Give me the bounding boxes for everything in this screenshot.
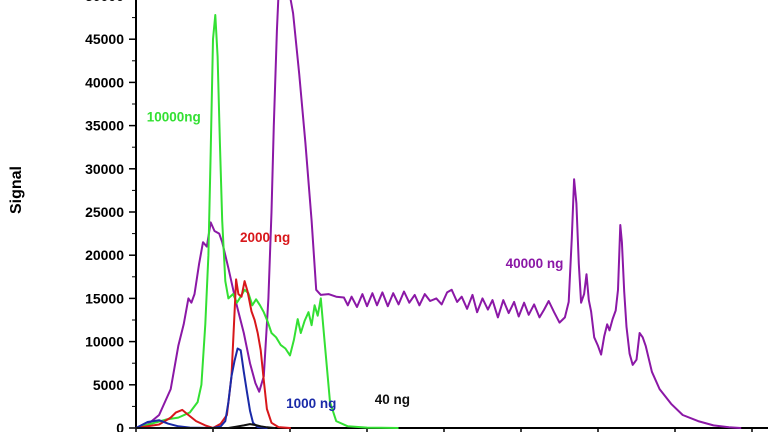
y-axis-title: Signal bbox=[8, 166, 25, 214]
y-axis: 0 5000 10000 15000 20000 25000 30000 35000 40000… bbox=[85, 0, 137, 432]
y-tick-label: 10000 bbox=[85, 334, 124, 350]
series-label: 40000 ng bbox=[506, 256, 564, 271]
y-tick-label: 5000 bbox=[93, 377, 124, 393]
series-label: 10000ng bbox=[147, 109, 201, 124]
y-tick-label: 30000 bbox=[85, 161, 124, 177]
y-tick-label: 20000 bbox=[85, 247, 124, 263]
series-line-2000-ng bbox=[135, 278, 291, 429]
series-line-10000ng bbox=[135, 14, 399, 429]
series-lines bbox=[135, 0, 742, 429]
y-tick-label: 45000 bbox=[85, 31, 124, 47]
y-tick-label: 25000 bbox=[85, 204, 124, 220]
y-tick-label: 40000 bbox=[85, 74, 124, 90]
series-label: 2000 ng bbox=[240, 230, 290, 245]
y-tick-label: 0 bbox=[116, 420, 124, 432]
y-tick-label: 50000 bbox=[85, 0, 124, 4]
series-line-40000-ng bbox=[135, 0, 742, 429]
series-labels: 10000ng 2000 ng 40000 ng 1000 ng 40 ng bbox=[147, 109, 564, 411]
y-tick-label: 15000 bbox=[85, 290, 124, 306]
series-label: 40 ng bbox=[375, 392, 410, 407]
series-label: 1000 ng bbox=[286, 396, 336, 411]
y-tick-label: 35000 bbox=[85, 118, 124, 134]
series-line-1000-ng bbox=[135, 347, 268, 429]
series-line-40-ng bbox=[135, 423, 276, 429]
